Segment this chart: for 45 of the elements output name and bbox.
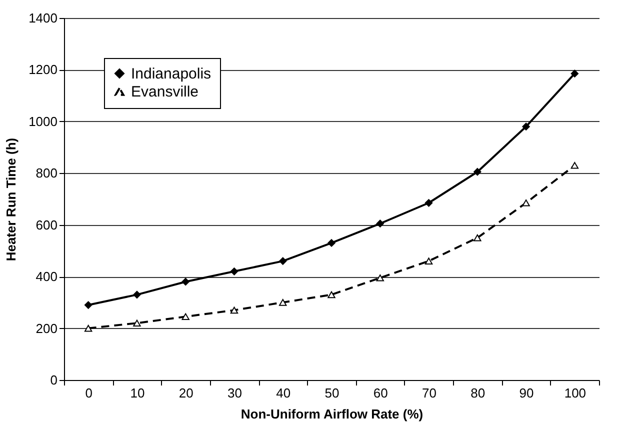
point [182, 278, 190, 286]
point [279, 299, 287, 306]
point [133, 320, 141, 327]
point [376, 220, 384, 228]
point [230, 268, 238, 276]
x-tick-label: 50 [324, 386, 340, 400]
x-tick-label: 60 [373, 386, 388, 400]
point [376, 274, 384, 282]
y-tick-label: 600 [36, 217, 58, 232]
x-tick-label: 70 [422, 386, 437, 400]
point [522, 122, 530, 130]
x-axis-title: Non-Uniform Airflow Rate (%) [240, 406, 424, 422]
y-tick-label: 1200 [28, 62, 58, 78]
legend-label: Indianapolis [131, 66, 212, 82]
point [570, 162, 579, 169]
point [182, 313, 190, 320]
point [474, 234, 482, 242]
x-tick-label: 30 [227, 386, 242, 400]
point [570, 70, 579, 78]
x-tick-label: 90 [519, 386, 534, 400]
x-tick-label: 40 [276, 386, 291, 400]
x-tick-label: 100 [564, 386, 586, 400]
point [424, 258, 433, 264]
point [328, 291, 336, 298]
y-axis-title: Heater Run Time (h) [4, 138, 19, 262]
point [474, 168, 482, 176]
y-tick-label: 200 [36, 320, 58, 336]
point [424, 199, 433, 207]
legend-label: Evansville [131, 84, 199, 100]
y-tick-label: 800 [36, 166, 58, 181]
point [84, 324, 92, 332]
x-tick-label: 10 [130, 386, 145, 400]
point [230, 306, 238, 314]
point [328, 239, 336, 247]
point [279, 257, 287, 265]
x-tick-label: 0 [85, 386, 92, 400]
x-tick-label: 20 [178, 386, 194, 400]
y-tick-label: 400 [36, 269, 58, 284]
x-tick-label: 80 [470, 386, 486, 400]
point [84, 301, 92, 309]
point [522, 199, 530, 206]
y-tick-label: 1400 [28, 10, 58, 26]
y-tick-label: 1000 [28, 114, 58, 129]
y-tick-label: 0 [50, 372, 58, 388]
point [133, 290, 141, 299]
